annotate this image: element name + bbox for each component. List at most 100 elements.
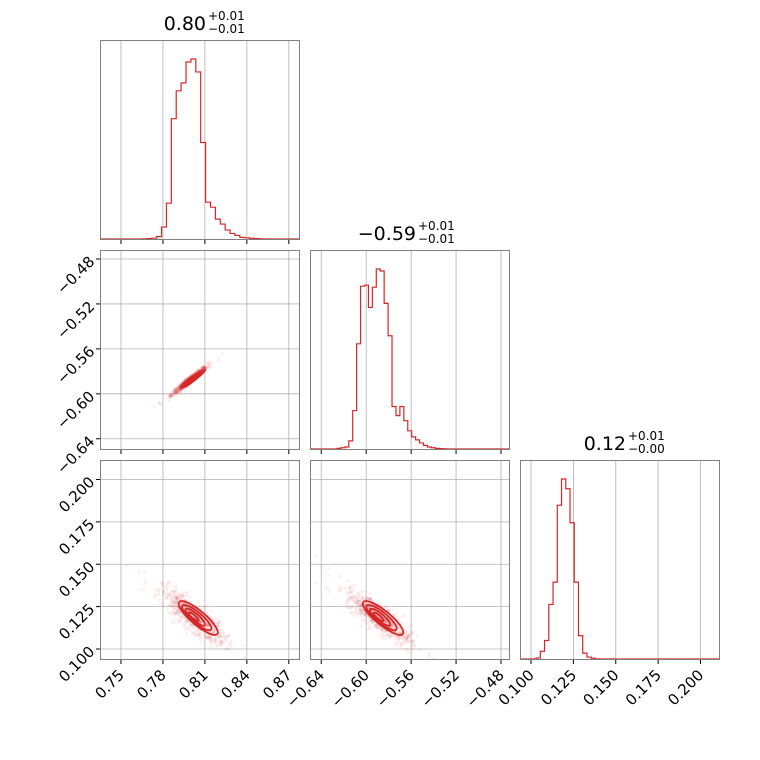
scatter-point <box>176 596 180 600</box>
scatter-point <box>379 627 383 631</box>
scatter-point <box>369 596 373 600</box>
scatter-point <box>179 597 183 601</box>
scatter-point <box>367 597 371 602</box>
scatter-point <box>344 593 349 597</box>
scatter-point <box>358 607 362 611</box>
scatter-point <box>337 588 342 592</box>
scatter-point <box>227 648 232 652</box>
scatter-point <box>368 597 372 601</box>
scatter-point <box>361 611 365 615</box>
scatter-point <box>213 639 217 643</box>
scatter-point <box>192 626 196 631</box>
y-tick-label: 0.150 <box>55 558 98 601</box>
scatter-point <box>394 638 398 642</box>
scatter-point <box>164 587 168 592</box>
scatter-point <box>412 644 416 648</box>
scatter-point <box>178 386 182 390</box>
scatter-point <box>347 597 351 601</box>
scatter-point <box>174 387 178 391</box>
scatter-point <box>167 603 171 607</box>
scatter-point <box>196 600 201 604</box>
scatter-point <box>226 634 230 638</box>
scatter-point <box>387 633 391 637</box>
scatter-point <box>177 390 181 394</box>
scatter-point <box>359 611 363 615</box>
scatter-point <box>344 603 348 607</box>
scatter-point <box>384 619 388 624</box>
scatter-point <box>175 386 179 390</box>
scatter-point <box>173 607 177 611</box>
scatter-point <box>205 623 209 627</box>
scatter-point <box>175 387 179 391</box>
scatter-point <box>353 611 357 615</box>
scatter-point <box>221 632 225 636</box>
scatter-point <box>160 582 164 586</box>
scatter-point <box>386 608 390 613</box>
scatter-point <box>218 643 222 647</box>
scatter-point <box>165 607 169 611</box>
scatter-point <box>374 626 379 630</box>
scatter-point <box>182 622 186 627</box>
scatter-point <box>337 584 341 588</box>
x-tick-label: −0.48 <box>463 666 508 711</box>
scatter-point <box>188 622 192 626</box>
scatter-point <box>201 365 205 370</box>
scatter-point <box>167 392 171 397</box>
scatter-point <box>216 621 220 625</box>
scatter-point <box>197 633 201 637</box>
scatter-point <box>348 585 352 589</box>
scatter-point <box>357 604 361 608</box>
scatter-point <box>174 388 178 392</box>
scatter-point <box>172 593 176 597</box>
scatter-point <box>399 643 403 647</box>
scatter-point <box>177 386 181 390</box>
scatter-point <box>359 603 363 607</box>
scatter-point <box>360 608 365 612</box>
scatter-point <box>366 619 370 623</box>
scatter-point <box>389 636 393 640</box>
scatter-point <box>167 592 171 596</box>
scatter-point <box>406 626 410 630</box>
scatter-point <box>219 635 223 639</box>
scatter-point <box>175 586 179 590</box>
scatter-point <box>350 589 354 593</box>
scatter-point <box>172 590 176 594</box>
scatter-point <box>359 598 363 603</box>
contour-line <box>177 600 219 636</box>
scatter-point <box>327 589 331 594</box>
scatter-point <box>177 592 181 596</box>
scatter-point <box>206 624 210 628</box>
scatter-point <box>182 624 187 628</box>
scatter-point <box>397 629 401 633</box>
scatter-point <box>202 605 206 610</box>
scatter-point <box>179 386 183 390</box>
scatter-point <box>181 380 185 384</box>
scatter-point <box>185 591 189 595</box>
scatter-point <box>174 597 179 601</box>
scatter-point <box>192 625 196 629</box>
scatter-point <box>368 626 372 630</box>
scatter-point <box>325 586 330 590</box>
scatter-point <box>348 588 352 592</box>
scatter-point <box>375 624 379 628</box>
y-tick-label: −0.64 <box>53 432 98 477</box>
scatter-point <box>360 609 364 613</box>
scatter-point <box>162 584 166 588</box>
x-tick-label: 0.81 <box>175 666 211 702</box>
scatter-point <box>178 384 183 388</box>
scatter-point <box>177 597 182 601</box>
scatter-point <box>181 616 185 620</box>
scatter-point <box>176 385 180 390</box>
contour-line <box>181 368 207 389</box>
scatter-point <box>176 387 180 392</box>
scatter-point <box>404 633 408 637</box>
scatter-point <box>358 603 362 607</box>
scatter-point <box>390 623 394 627</box>
scatter-point <box>344 601 348 605</box>
scatter-point <box>180 381 185 385</box>
scatter-point <box>357 608 361 612</box>
scatter-point <box>172 607 176 611</box>
scatter-point <box>216 623 221 628</box>
scatter-point <box>178 385 183 389</box>
scatter-point <box>363 612 368 616</box>
